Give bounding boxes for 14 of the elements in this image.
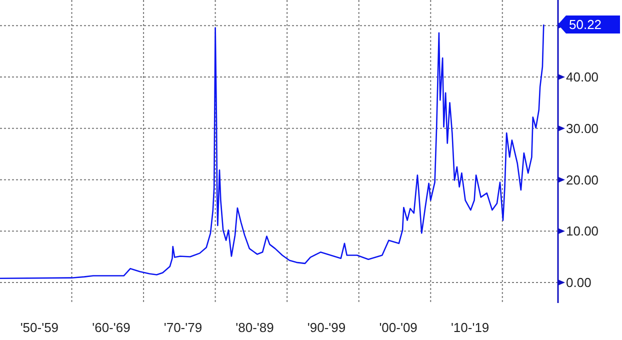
line-series: [0, 24, 544, 279]
y-tick-label: 40.00: [566, 70, 599, 85]
x-tick-label: '80-'89: [236, 320, 274, 335]
y-tick-label: 10.00: [566, 224, 599, 239]
x-tick-label: '10-'19: [450, 320, 490, 335]
y-tick-label: 0.00: [566, 275, 592, 290]
text: 50.22: [569, 17, 602, 32]
y-tick-label: 20.00: [566, 172, 599, 188]
x-tick-label: '90-'99: [307, 320, 346, 335]
x-tick-label: '00-'09: [379, 320, 418, 335]
x-tick-label: '60-'69: [92, 320, 130, 335]
y-tick-label: 30.00: [566, 120, 599, 136]
x-tick-label: '70-'79: [164, 320, 202, 335]
x-tick-label: '50-'59: [20, 320, 59, 335]
